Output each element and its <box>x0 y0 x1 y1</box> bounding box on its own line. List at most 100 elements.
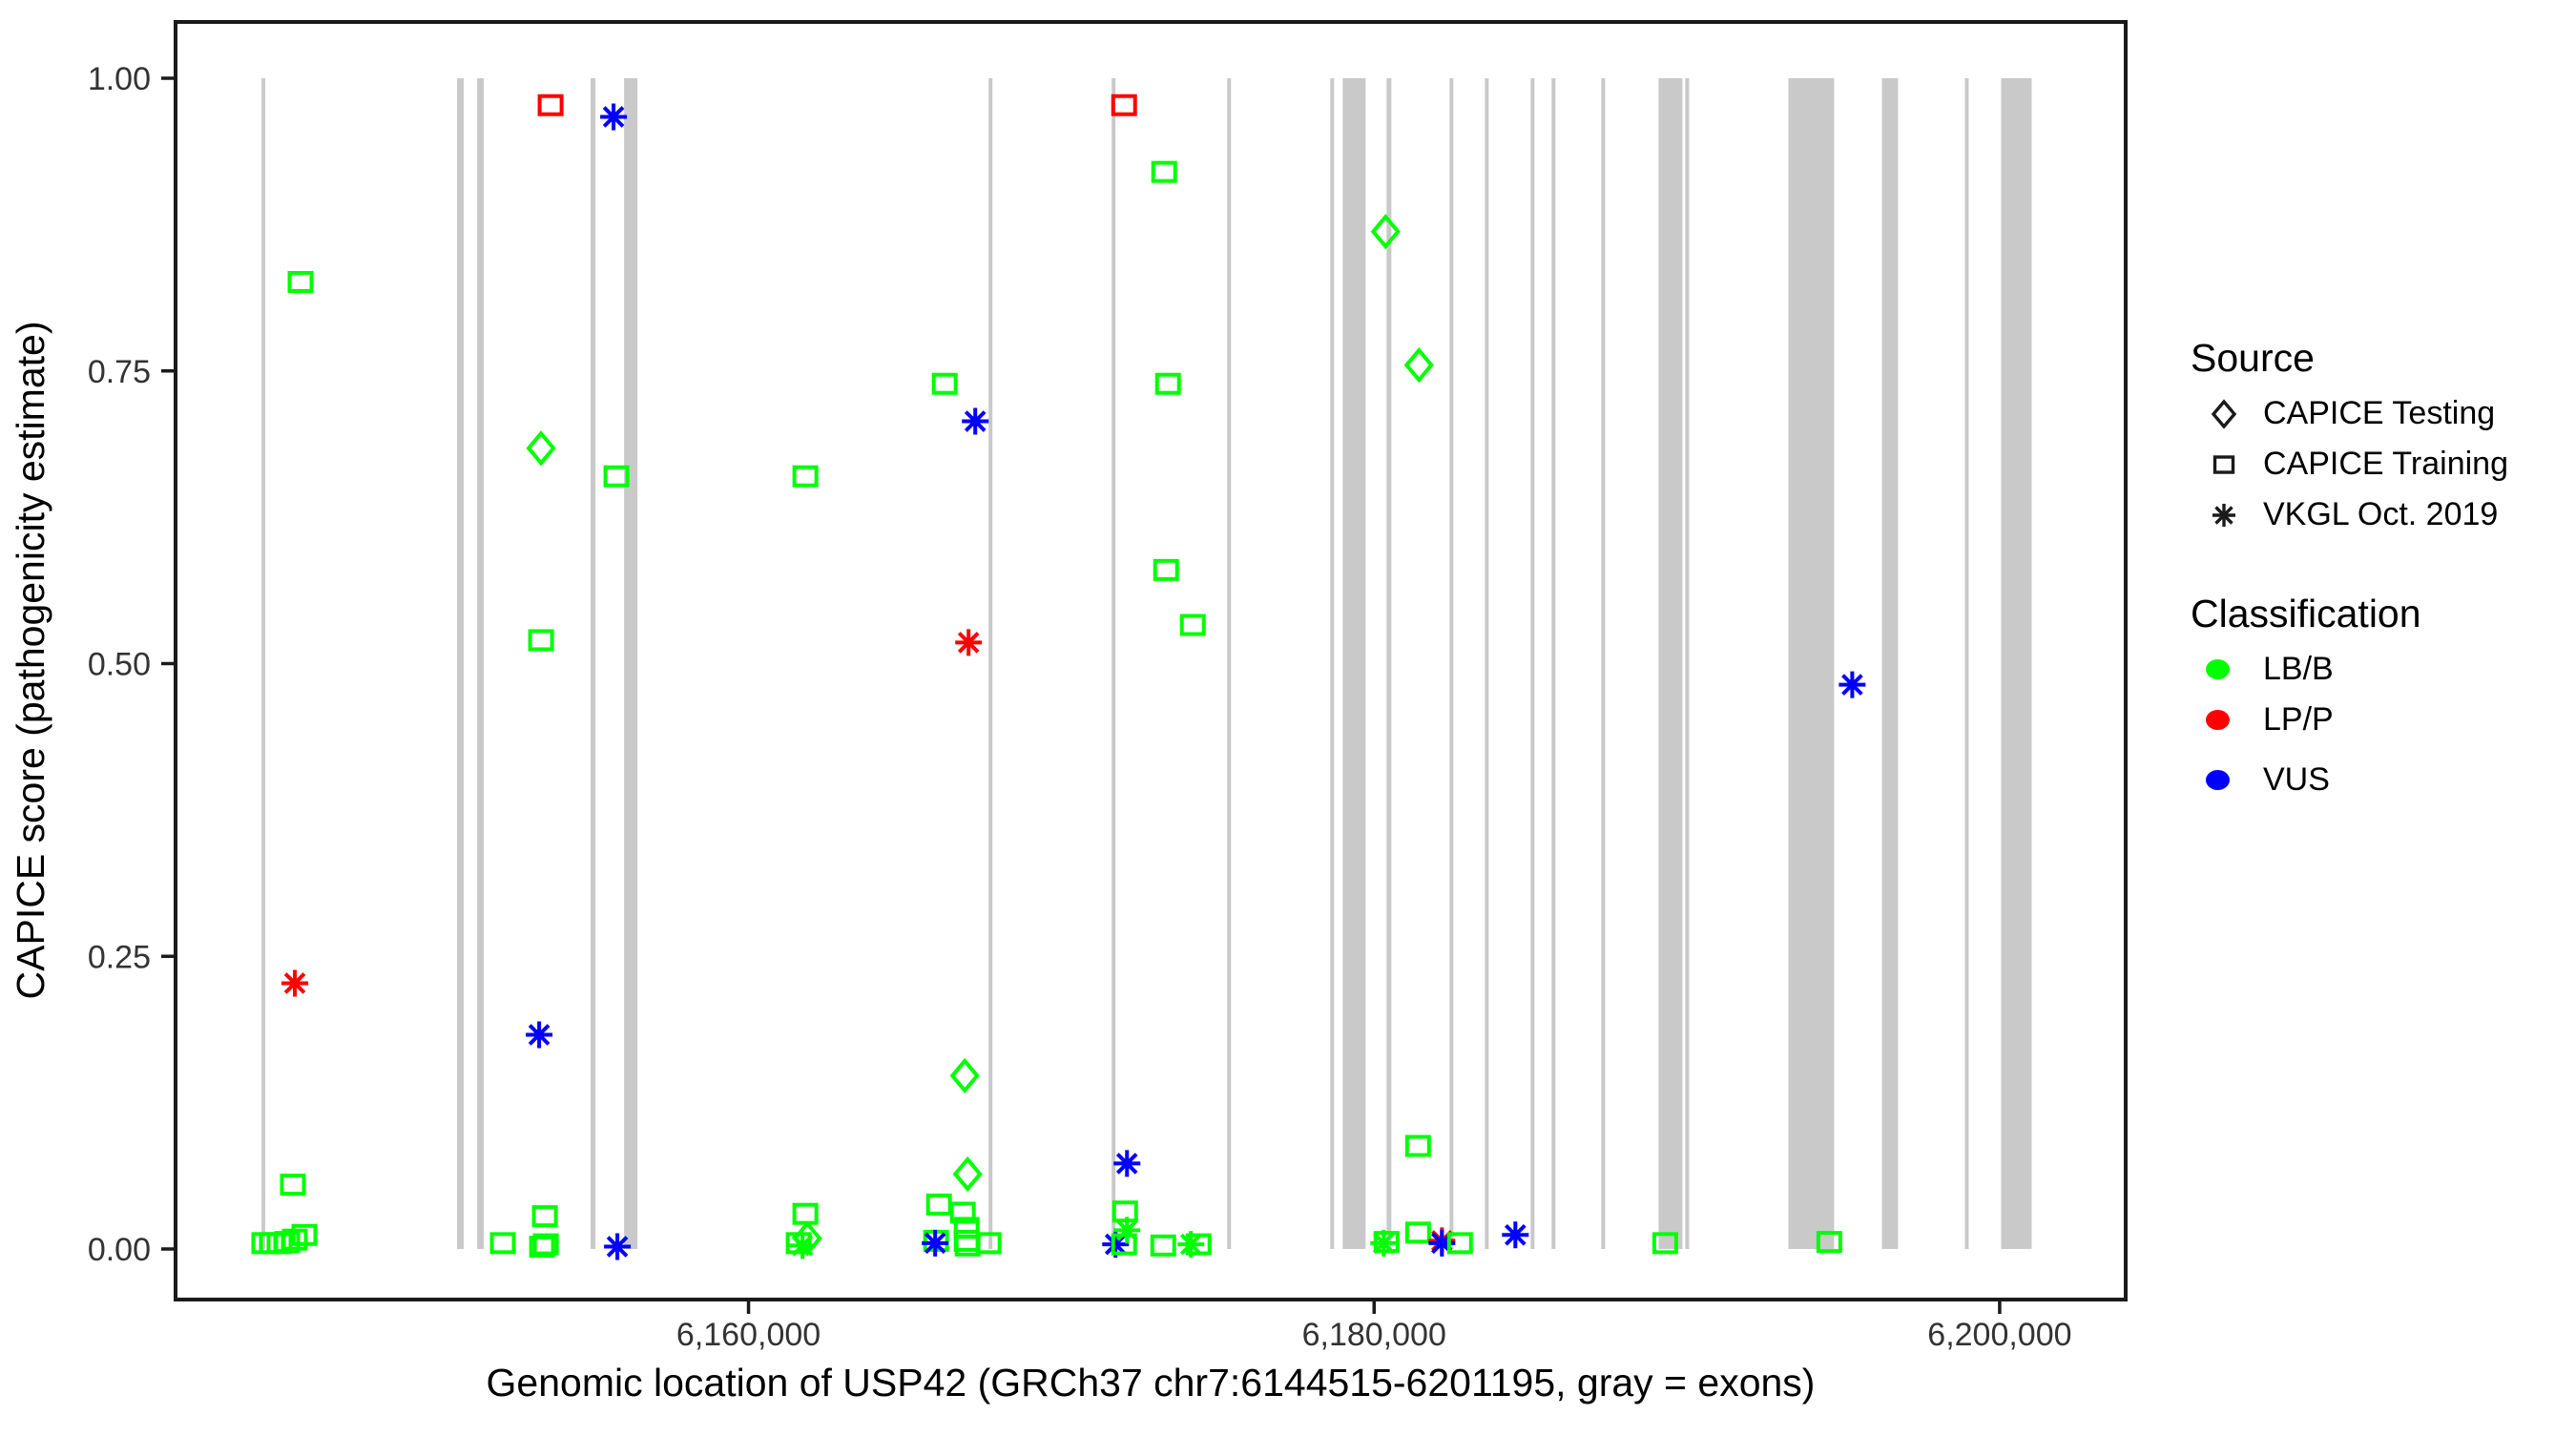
lbb-color-dot <box>2206 659 2230 679</box>
legend-item-label: CAPICE Testing <box>2263 395 2496 431</box>
data-point-square-training <box>291 1223 318 1246</box>
exon-bar <box>624 78 638 1249</box>
exon-bar <box>2001 78 2032 1249</box>
data-point-square-training <box>953 1229 980 1252</box>
exon-bar <box>1330 78 1335 1249</box>
exon-bar <box>1788 78 1835 1249</box>
y-tick-label: 1.00 <box>88 61 151 97</box>
legend-item-lbb: LB/B <box>2191 644 2421 695</box>
data-point-asterisk-vkgl <box>922 1229 949 1257</box>
data-point-square-training <box>1111 94 1137 116</box>
square-outline-icon <box>2191 446 2263 484</box>
data-point-square-training <box>792 465 819 488</box>
data-point-square-training <box>949 1201 976 1224</box>
data-point-square-training <box>1150 1234 1176 1257</box>
data-point-asterisk-vkgl <box>1428 1229 1456 1257</box>
legend-classification-title: Classification <box>2191 592 2421 635</box>
vus-color-dot <box>2206 770 2230 790</box>
data-point-square-training <box>1151 160 1177 183</box>
legend-item-label: VKGL Oct. 2019 <box>2263 496 2499 532</box>
data-point-asterisk-vkgl <box>962 407 989 435</box>
data-point-square-training <box>532 1233 559 1256</box>
exon-bar <box>1601 78 1606 1249</box>
data-point-square-training <box>1179 614 1206 636</box>
data-point-asterisk-vkgl <box>1177 1231 1205 1259</box>
x-tick-label: 6,200,000 <box>1927 1317 2071 1353</box>
data-point-asterisk-vkgl <box>600 103 628 131</box>
data-point-square-training <box>528 629 554 652</box>
x-axis-ticks: 6,160,000 6,180,000 6,200,000 <box>676 1300 2072 1353</box>
x-tick-label: 6,160,000 <box>676 1317 821 1353</box>
y-tick-label: 0.50 <box>88 647 151 683</box>
plot-panel-border <box>174 20 2128 1301</box>
legend-item-vus: VUS <box>2191 755 2421 805</box>
exon-bar <box>1551 78 1556 1249</box>
asterisk-icon <box>2191 496 2263 534</box>
data-point-asterisk-vkgl <box>955 629 983 656</box>
exon-bar <box>1881 78 1899 1249</box>
exon-bar <box>1964 78 1969 1249</box>
data-point-asterisk-vkgl <box>526 1021 553 1049</box>
data-point-square-training <box>925 1193 952 1216</box>
y-axis-ticks: 1.00 0.75 0.50 0.25 0.00 <box>88 61 176 1268</box>
data-point-square-training <box>975 1232 1002 1255</box>
exon-bar <box>1342 78 1366 1249</box>
legend-item-capice-training: CAPICE Training <box>2191 439 2508 489</box>
exon-bar <box>1386 78 1392 1249</box>
data-point-square-training <box>529 1236 555 1259</box>
exon-bar <box>1530 78 1535 1249</box>
legend-classification-group: Classification LB/B LP/P VUS <box>2191 592 2421 805</box>
y-tick-label: 0.25 <box>88 939 151 975</box>
exon-bars-layer <box>261 78 2032 1249</box>
y-tick-label: 0.00 <box>88 1232 151 1268</box>
data-point-asterisk-vkgl <box>1102 1231 1130 1259</box>
data-point-asterisk-vkgl <box>281 969 309 997</box>
data-point-square-training <box>1404 1221 1431 1244</box>
legend-item-capice-testing: CAPICE Testing <box>2191 388 2508 439</box>
legend-source-title: Source <box>2191 336 2315 380</box>
data-point-square-training <box>1652 1232 1678 1255</box>
y-axis-title: CAPICE score (pathogenicity estimate) <box>9 322 52 1000</box>
exon-bar <box>1658 78 1683 1249</box>
legend-item-label: LP/P <box>2263 701 2334 738</box>
x-tick-label: 6,180,000 <box>1302 1317 1446 1353</box>
data-point-square-training <box>1373 1231 1400 1254</box>
data-point-square-training <box>1446 1232 1473 1255</box>
exon-bar <box>1449 78 1454 1249</box>
data-point-diamond-testing <box>792 1220 822 1257</box>
data-point-asterisk-vkgl <box>1113 1217 1141 1244</box>
exon-bar <box>1111 78 1116 1249</box>
data-point-square-training <box>287 270 314 293</box>
data-point-square-training <box>792 1202 819 1225</box>
data-point-square-training <box>537 94 564 116</box>
data-point-asterisk-vkgl <box>1839 671 1866 698</box>
data-points-layer <box>251 94 1866 1260</box>
legend-item-label: VUS <box>2263 761 2330 798</box>
data-point-square-training <box>1816 1231 1842 1254</box>
data-point-diamond-testing <box>949 1057 980 1094</box>
exon-bar <box>591 78 596 1249</box>
exon-bar <box>477 78 485 1249</box>
data-point-square-training <box>274 1231 301 1254</box>
data-point-square-training <box>931 372 958 395</box>
data-point-asterisk-vkgl <box>604 1233 632 1260</box>
data-point-asterisk-vkgl <box>1502 1221 1529 1249</box>
data-point-square-training <box>1154 372 1181 395</box>
exon-bar <box>261 78 266 1249</box>
y-tick-label: 0.75 <box>88 354 151 390</box>
data-point-square-training <box>280 1174 306 1197</box>
data-point-square-training <box>1185 1233 1212 1256</box>
data-point-diamond-testing <box>526 430 556 467</box>
data-point-diamond-testing <box>1370 214 1401 250</box>
exon-bar <box>457 78 465 1249</box>
exon-bar <box>1485 78 1489 1249</box>
lpp-color-dot <box>2206 710 2230 730</box>
data-point-square-training <box>1111 1233 1137 1256</box>
exon-bar <box>1227 78 1232 1249</box>
legend-item-lpp: LP/P <box>2191 695 2421 745</box>
legend-item-label: CAPICE Training <box>2263 446 2508 482</box>
x-axis-title: Genomic location of USP42 (GRCh37 chr7:6… <box>487 1361 1816 1405</box>
data-point-square-training <box>1153 558 1179 581</box>
